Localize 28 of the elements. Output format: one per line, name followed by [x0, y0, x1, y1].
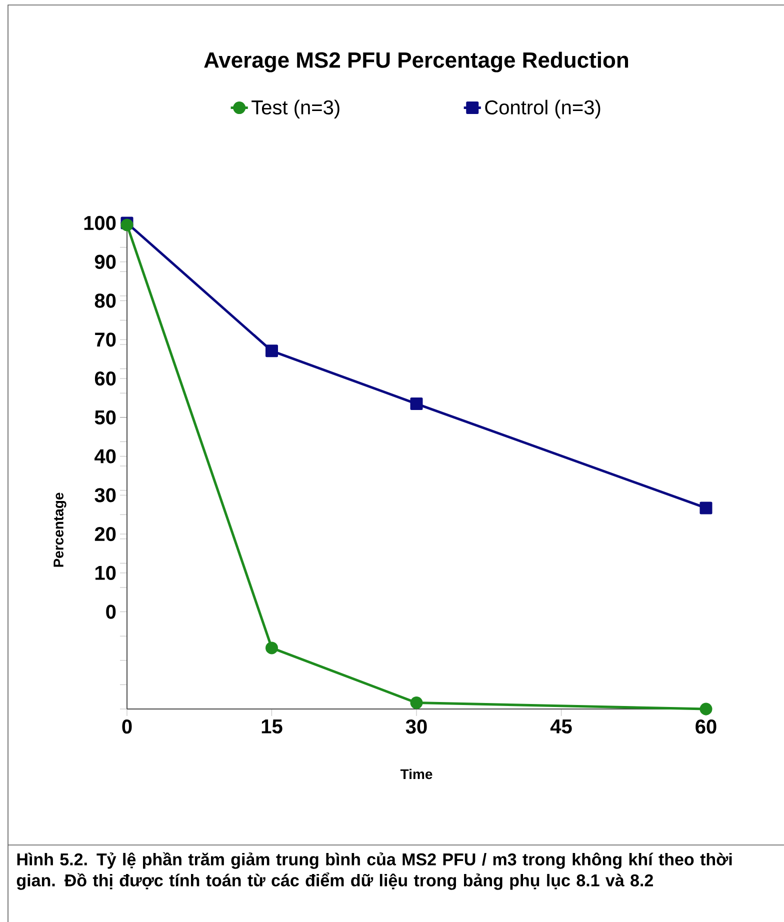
y-tick-label: 80: [94, 294, 116, 308]
point: [265, 344, 278, 358]
legend-label: Test (n=3): [252, 100, 340, 118]
y-tick-label: 20: [94, 526, 116, 542]
y-axis-title: Percentage: [54, 492, 66, 567]
x-axis-title: Time: [400, 768, 432, 780]
y-tick-label: 100: [84, 216, 116, 230]
y-tick-label: 70: [95, 332, 116, 347]
point: [410, 398, 423, 410]
y-tick-label: 60: [94, 371, 116, 386]
point: [700, 702, 712, 716]
y-tick-label: 40: [94, 449, 116, 464]
point: [700, 502, 712, 514]
y-tick-label: 10: [95, 566, 116, 580]
x-tick-label: 60: [696, 720, 716, 734]
y-tick-label: 30: [94, 488, 116, 502]
y-tick-label: 50: [94, 410, 116, 424]
y-tick-label: 0: [106, 604, 116, 619]
x-tick-label: 30: [406, 720, 427, 734]
x-tick-label: 0: [122, 720, 132, 734]
x-tick-label: 45: [550, 720, 572, 734]
point: [265, 642, 278, 654]
x-tick-label: 15: [262, 720, 282, 734]
chart-title: Average MS2 PFU Percentage Reduction: [204, 52, 628, 72]
point: [410, 696, 423, 710]
legend-label: Control (n=3): [485, 100, 600, 118]
text: Hình 5.2. Tỷ lệ phần trăm giảm trung bình của MS2 PFU / m3 trong không khí theo thời gian. Đồ thị được tính toán từ các điểm dữ liệu trong bảng phụ lục 8.1 và 8.2: [16, 852, 732, 890]
y-tick-label: 90: [94, 254, 116, 269]
